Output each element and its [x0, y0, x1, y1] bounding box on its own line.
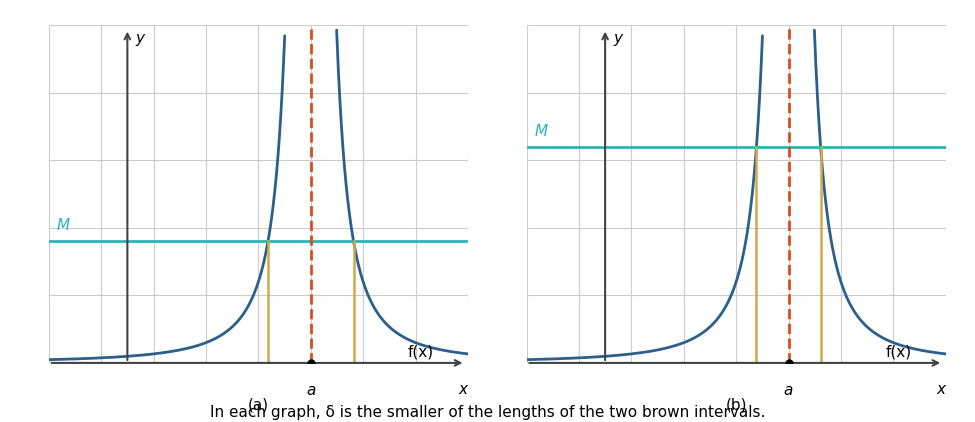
Text: (a): (a) — [248, 398, 269, 413]
Text: a: a — [306, 383, 316, 398]
Text: f(x): f(x) — [885, 345, 912, 360]
Text: y: y — [136, 31, 144, 46]
Text: x: x — [458, 382, 467, 397]
Text: f(x): f(x) — [408, 345, 434, 360]
Text: a: a — [784, 383, 794, 398]
Text: (b): (b) — [725, 398, 747, 413]
Text: M: M — [57, 218, 70, 233]
Text: x: x — [936, 382, 945, 397]
Text: In each graph, δ is the smaller of the lengths of the two brown intervals.: In each graph, δ is the smaller of the l… — [210, 405, 765, 420]
Text: y: y — [613, 31, 622, 46]
Text: M: M — [534, 124, 548, 139]
